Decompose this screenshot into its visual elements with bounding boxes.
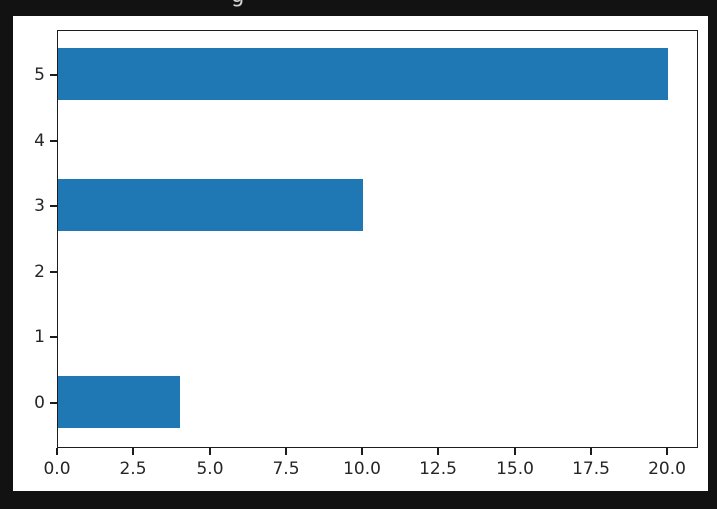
y-tick-mark bbox=[50, 205, 57, 207]
y-tick-label: 2 bbox=[34, 262, 45, 282]
x-tick-mark bbox=[590, 448, 592, 455]
bar-category-3 bbox=[58, 179, 363, 231]
x-tick-label: 20.0 bbox=[648, 459, 686, 479]
y-tick-label: 1 bbox=[34, 327, 45, 347]
plot-area bbox=[57, 30, 698, 448]
x-tick-mark bbox=[361, 448, 363, 455]
clipped-title-text: g bbox=[231, 0, 245, 6]
x-tick-mark bbox=[132, 448, 134, 455]
x-tick-mark bbox=[514, 448, 516, 455]
x-tick-label: 17.5 bbox=[572, 459, 610, 479]
y-tick-label: 4 bbox=[34, 131, 45, 151]
x-tick-label: 15.0 bbox=[496, 459, 534, 479]
chart-figure: 0.0 2.5 5.0 7.5 10.0 12.5 15.0 17.5 20.0… bbox=[13, 16, 708, 491]
x-tick-label: 0.0 bbox=[43, 459, 71, 479]
x-tick-label: 5.0 bbox=[196, 459, 224, 479]
y-tick-label: 3 bbox=[34, 196, 45, 216]
y-tick-mark bbox=[50, 74, 57, 76]
x-tick-label: 12.5 bbox=[419, 459, 457, 479]
y-tick-label: 0 bbox=[34, 393, 45, 413]
y-tick-mark bbox=[50, 140, 57, 142]
bar-category-0 bbox=[58, 376, 180, 428]
y-tick-mark bbox=[50, 402, 57, 404]
x-tick-mark bbox=[437, 448, 439, 455]
y-tick-mark bbox=[50, 336, 57, 338]
y-tick-label: 5 bbox=[34, 65, 45, 85]
x-tick-mark bbox=[666, 448, 668, 455]
x-tick-label: 2.5 bbox=[119, 459, 147, 479]
y-tick-mark bbox=[50, 271, 57, 273]
x-tick-mark bbox=[209, 448, 211, 455]
bar-category-5 bbox=[58, 48, 668, 100]
x-tick-mark bbox=[56, 448, 58, 455]
x-tick-label: 10.0 bbox=[343, 459, 381, 479]
x-tick-mark bbox=[285, 448, 287, 455]
x-tick-label: 7.5 bbox=[272, 459, 300, 479]
